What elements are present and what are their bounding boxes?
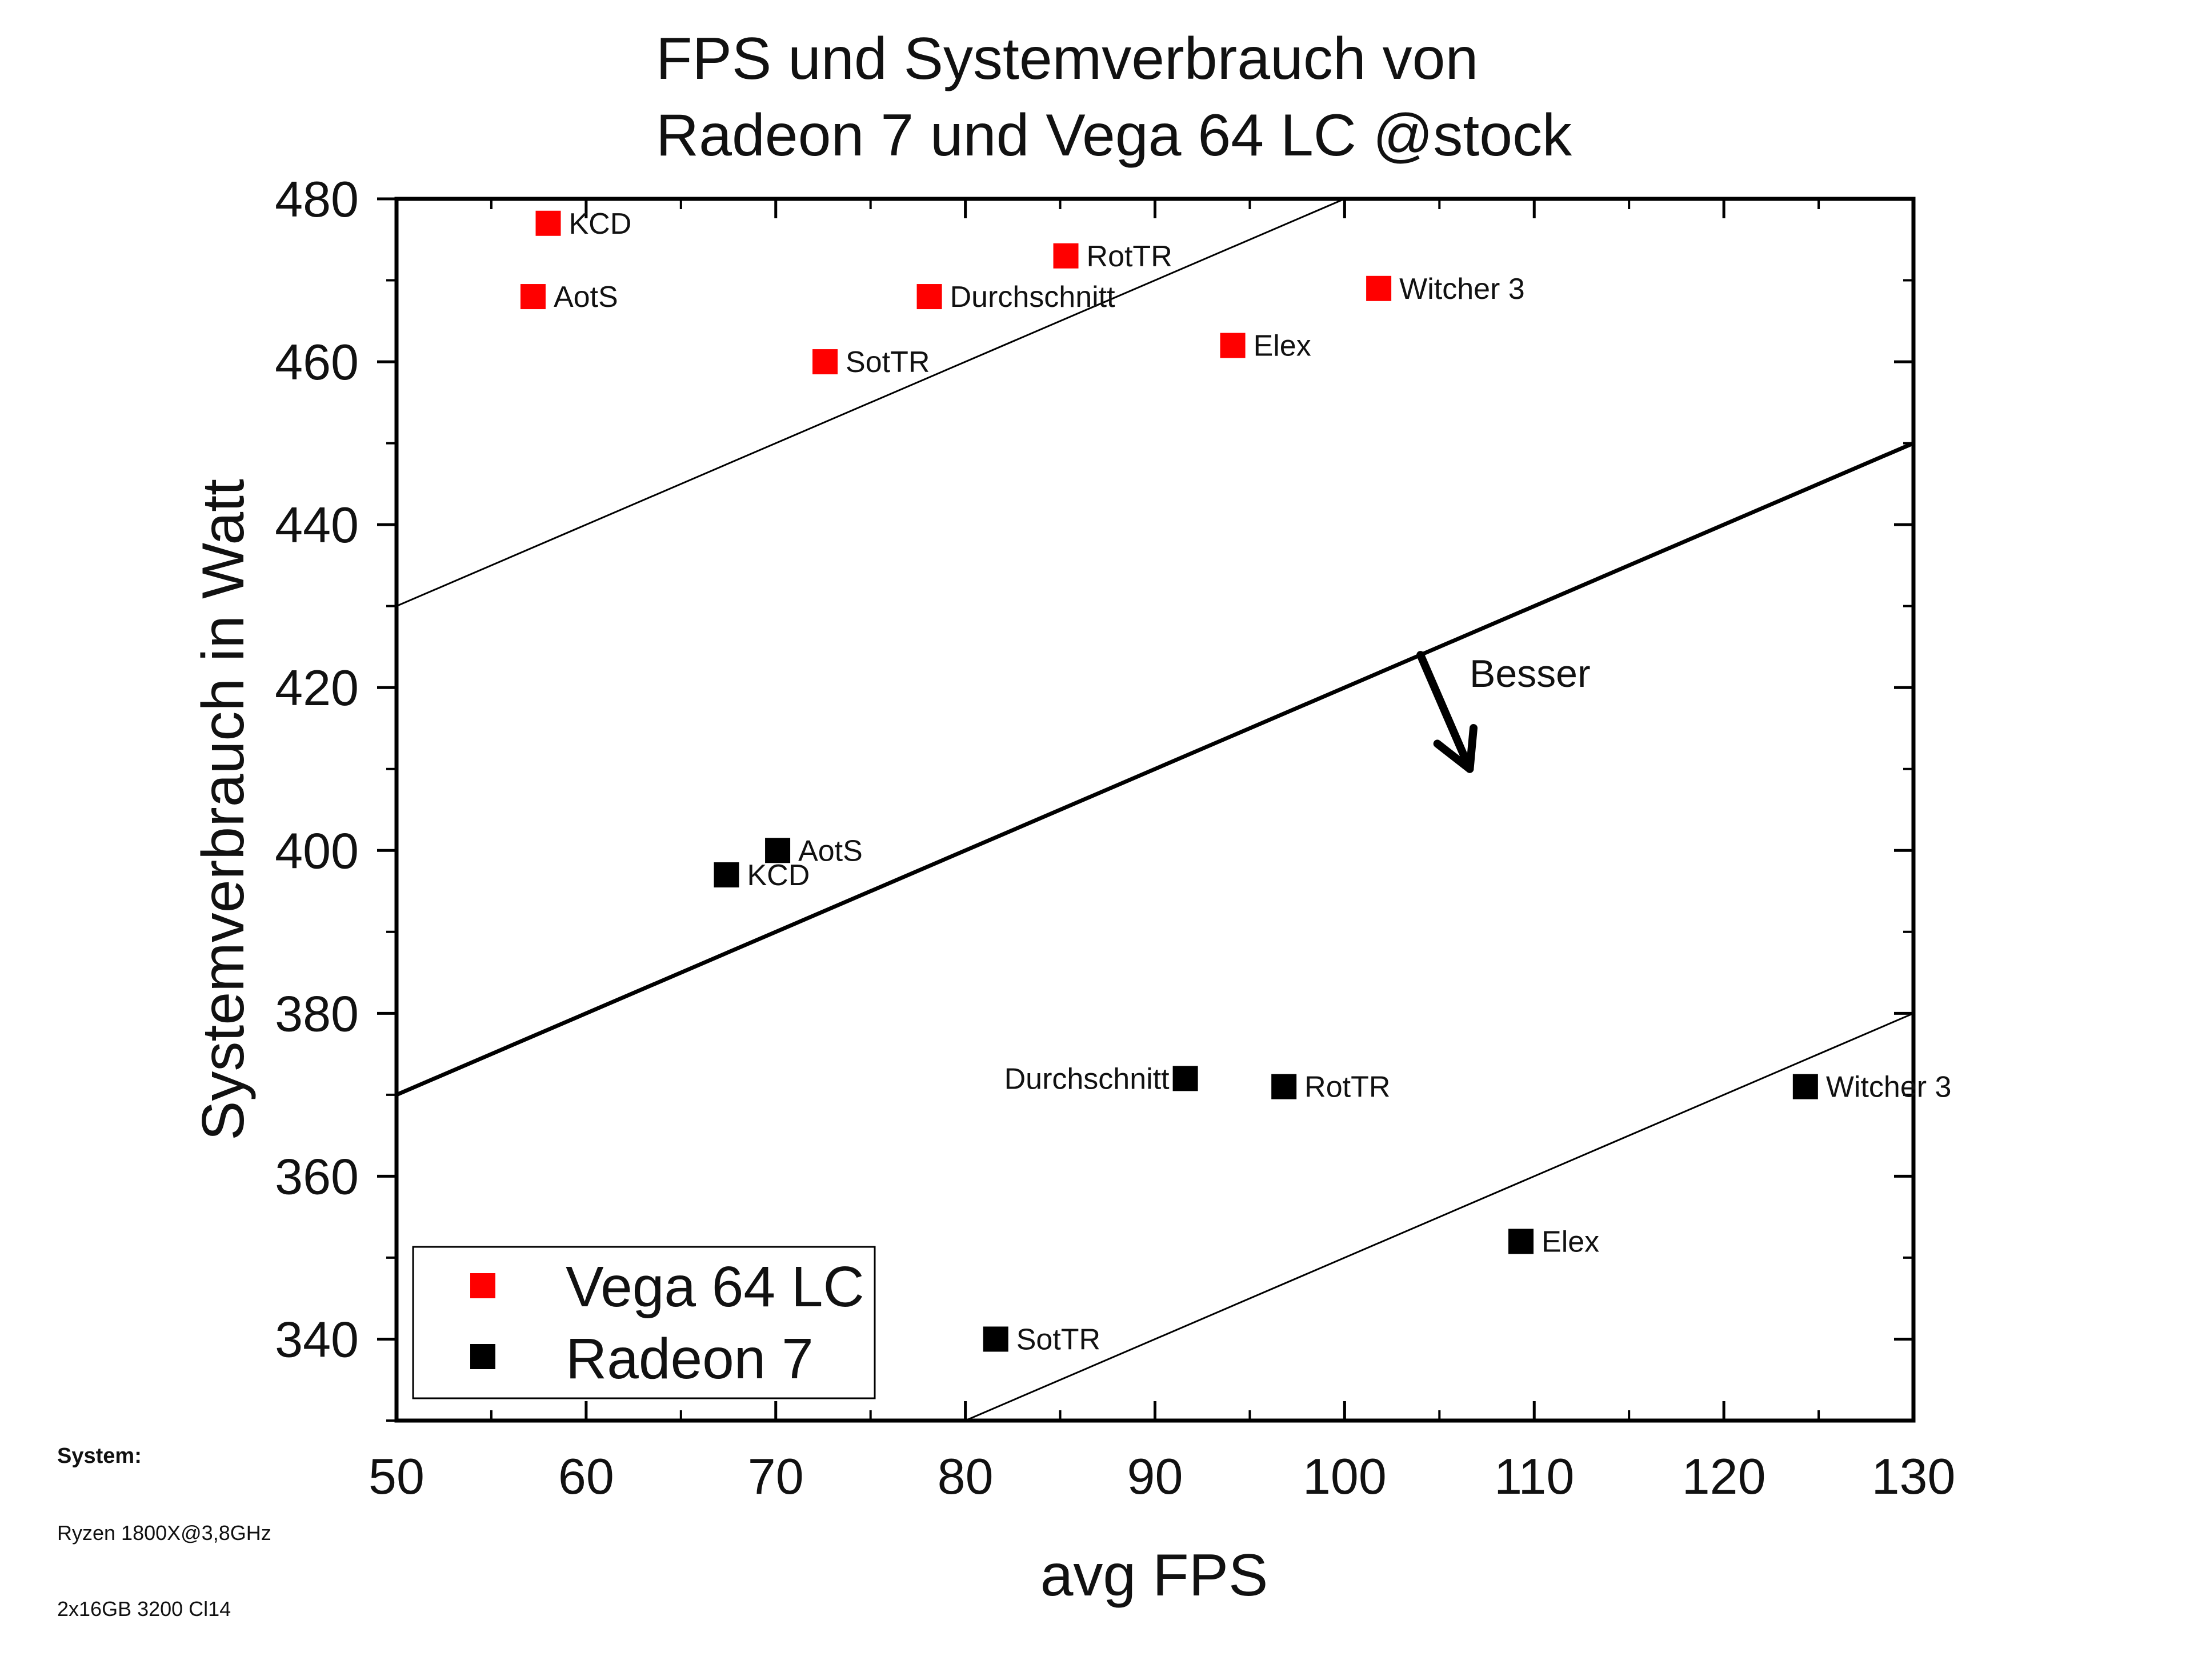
y-tick-label: 400 — [275, 822, 359, 879]
y-tick-label: 380 — [275, 985, 359, 1042]
x-tick-label: 90 — [1127, 1448, 1183, 1505]
arrow-down-icon — [1433, 724, 1478, 773]
point-radeon-7-kcd — [714, 862, 739, 888]
point-vega-64-lc-aots — [520, 284, 546, 310]
y-axis-title: Systemverbrauch in Watt — [190, 479, 257, 1141]
y-tick-label: 420 — [275, 659, 359, 716]
point-label-radeon-7-sottr: SotTR — [1016, 1323, 1100, 1356]
point-label-radeon-7-witcher-3: Witcher 3 — [1826, 1071, 1952, 1104]
point-vega-64-lc-durchschnitt — [916, 284, 942, 310]
besser-annotation: Besser — [1416, 651, 1591, 773]
y-tick-label: 340 — [275, 1311, 359, 1367]
reference-line-2 — [395, 441, 1915, 1097]
x-tick-label: 130 — [1872, 1448, 1956, 1505]
legend-marker-radeon-7 — [470, 1344, 495, 1369]
y-tick-label: 460 — [275, 334, 359, 390]
point-label-radeon-7-kcd: KCD — [747, 859, 810, 892]
legend-marker-vega-64-lc — [470, 1273, 495, 1298]
x-tick-label: 110 — [1494, 1448, 1574, 1505]
reference-line-3 — [965, 1012, 1914, 1422]
system-note-cpu: Ryzen 1800X@3,8GHz — [57, 1521, 271, 1545]
point-vega-64-lc-rottr — [1053, 243, 1079, 269]
point-label-vega-64-lc-sottr: SotTR — [846, 346, 930, 379]
point-label-vega-64-lc-witcher-3: Witcher 3 — [1399, 273, 1525, 306]
besser-label: Besser — [1470, 652, 1591, 695]
legend-label-radeon-7: Radeon 7 — [566, 1327, 814, 1391]
x-tick-label: 80 — [938, 1448, 994, 1505]
point-label-vega-64-lc-kcd: KCD — [569, 207, 632, 241]
point-vega-64-lc-elex — [1220, 333, 1246, 358]
x-tick-label: 100 — [1303, 1448, 1387, 1505]
point-label-radeon-7-elex: Elex — [1542, 1225, 1599, 1258]
point-label-vega-64-lc-durchschnitt: Durchschnitt — [950, 281, 1116, 314]
besser-arrow-shaft — [1416, 651, 1474, 773]
point-radeon-7-sottr — [983, 1326, 1008, 1352]
point-radeon-7-aots — [765, 838, 791, 863]
x-tick-label: 70 — [748, 1448, 804, 1505]
legend: Vega 64 LC Radeon 7 — [412, 1246, 876, 1399]
point-vega-64-lc-witcher-3 — [1366, 275, 1392, 301]
y-tick-label: 440 — [275, 497, 359, 553]
data-points: KCDAotSSotTRDurchschnittRotTRElexWitcher… — [520, 207, 1952, 1356]
x-axis: 50 60 70 80 90 100 110 120 130 — [369, 199, 1955, 1505]
x-axis-title: avg FPS — [1040, 1542, 1268, 1609]
point-label-radeon-7-durchschnitt: Durchschnitt — [1004, 1062, 1170, 1095]
point-label-radeon-7-rottr: RotTR — [1304, 1071, 1390, 1104]
point-radeon-7-elex — [1508, 1229, 1534, 1254]
reference-lines — [395, 198, 1915, 1422]
point-radeon-7-rottr — [1271, 1074, 1297, 1099]
x-tick-label: 120 — [1682, 1448, 1766, 1505]
point-label-vega-64-lc-rottr: RotTR — [1087, 240, 1172, 273]
chart-title-line-1: FPS und Systemverbrauch von — [656, 26, 1478, 92]
point-label-vega-64-lc-elex: Elex — [1254, 330, 1311, 363]
point-radeon-7-witcher-3 — [1792, 1074, 1818, 1099]
legend-box — [412, 1246, 876, 1399]
y-axis: 340 360 380 400 420 440 460 480 — [275, 171, 1913, 1422]
y-tick-label: 360 — [275, 1148, 359, 1205]
x-tick-label: 60 — [558, 1448, 614, 1505]
point-vega-64-lc-kcd — [535, 210, 561, 236]
reference-line-1 — [396, 198, 1345, 607]
point-vega-64-lc-sottr — [812, 349, 838, 375]
y-tick-label: 480 — [275, 171, 359, 227]
chart-title-line-2: Radeon 7 und Vega 64 LC @stock — [656, 102, 1572, 169]
legend-label-vega-64-lc: Vega 64 LC — [566, 1255, 864, 1319]
point-label-radeon-7-aots: AotS — [798, 834, 863, 867]
point-label-vega-64-lc-aots: AotS — [554, 281, 618, 314]
plot-frame — [394, 197, 1916, 1423]
point-radeon-7-durchschnitt — [1172, 1066, 1198, 1091]
system-note-heading: System: — [57, 1444, 142, 1468]
x-tick-label: 50 — [369, 1448, 425, 1505]
system-note-ram: 2x16GB 3200 Cl14 — [57, 1597, 231, 1621]
